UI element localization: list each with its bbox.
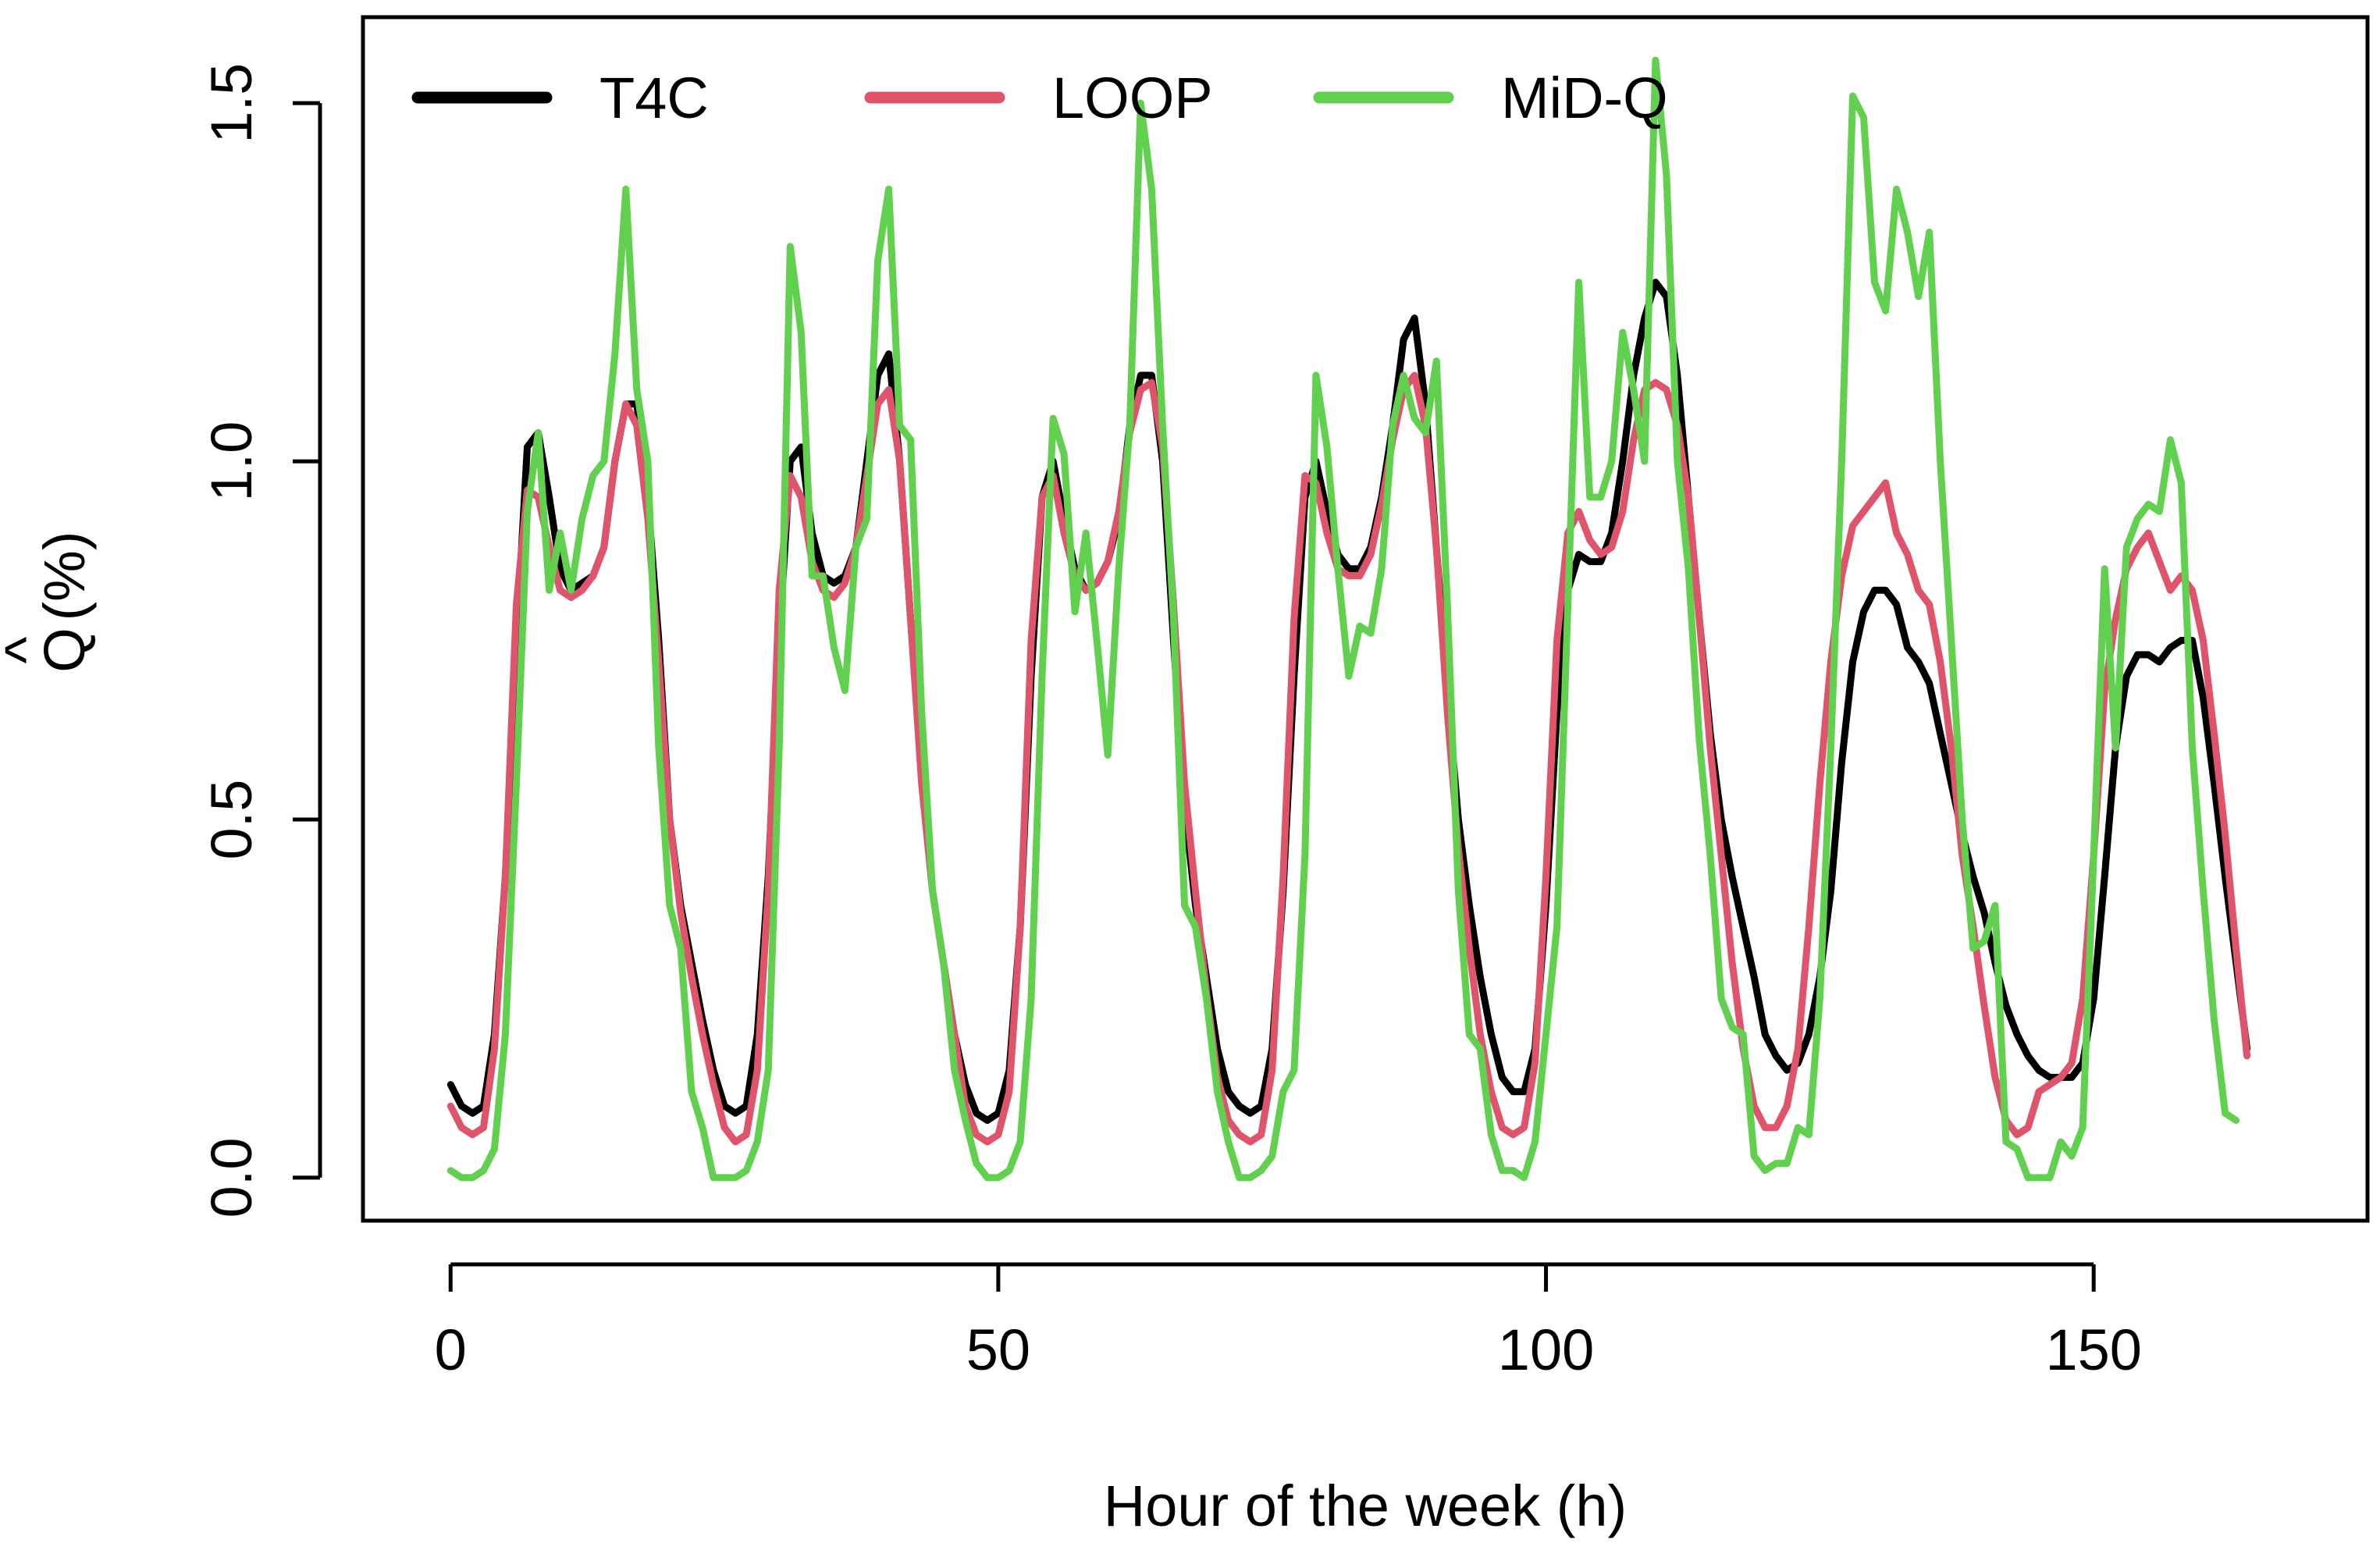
y-axis-title-symbol: Q bbox=[32, 628, 97, 673]
y-axis-title-unit: (%) bbox=[32, 531, 97, 620]
series-line-mid-q bbox=[446, 56, 2240, 1182]
x-tick-label: 50 bbox=[966, 1317, 1030, 1382]
y-axis: 0.0 0.5 1.0 1.5 bbox=[199, 63, 322, 1218]
plot-frame bbox=[361, 15, 2370, 1223]
x-tick-label: 100 bbox=[1498, 1317, 1594, 1382]
y-tick-label: 0.5 bbox=[199, 780, 264, 860]
legend-label-loop: LOOP bbox=[1052, 66, 1213, 130]
y-tick-label: 1.5 bbox=[199, 63, 264, 144]
x-axis: 0 50 100 150 bbox=[435, 1262, 2142, 1382]
series-line-loop bbox=[446, 372, 2251, 1146]
y-axis-title: Q ^ (%) bbox=[0, 531, 97, 672]
legend-label-t4c: T4C bbox=[599, 66, 709, 130]
series-layer bbox=[446, 56, 2251, 1182]
x-tick-label: 0 bbox=[435, 1317, 467, 1382]
y-tick-label: 1.0 bbox=[199, 421, 264, 502]
x-tick-label: 150 bbox=[2045, 1317, 2141, 1382]
legend-label-mid-q: MiD-Q bbox=[1501, 66, 1668, 130]
x-axis-title: Hour of the week (h) bbox=[1104, 1474, 1627, 1538]
y-tick-label: 0.0 bbox=[199, 1137, 264, 1218]
legend: T4C LOOP MiD-Q bbox=[411, 66, 1668, 130]
y-axis-title-hat: ^ bbox=[0, 636, 58, 663]
series-line-t4c bbox=[446, 279, 2251, 1124]
